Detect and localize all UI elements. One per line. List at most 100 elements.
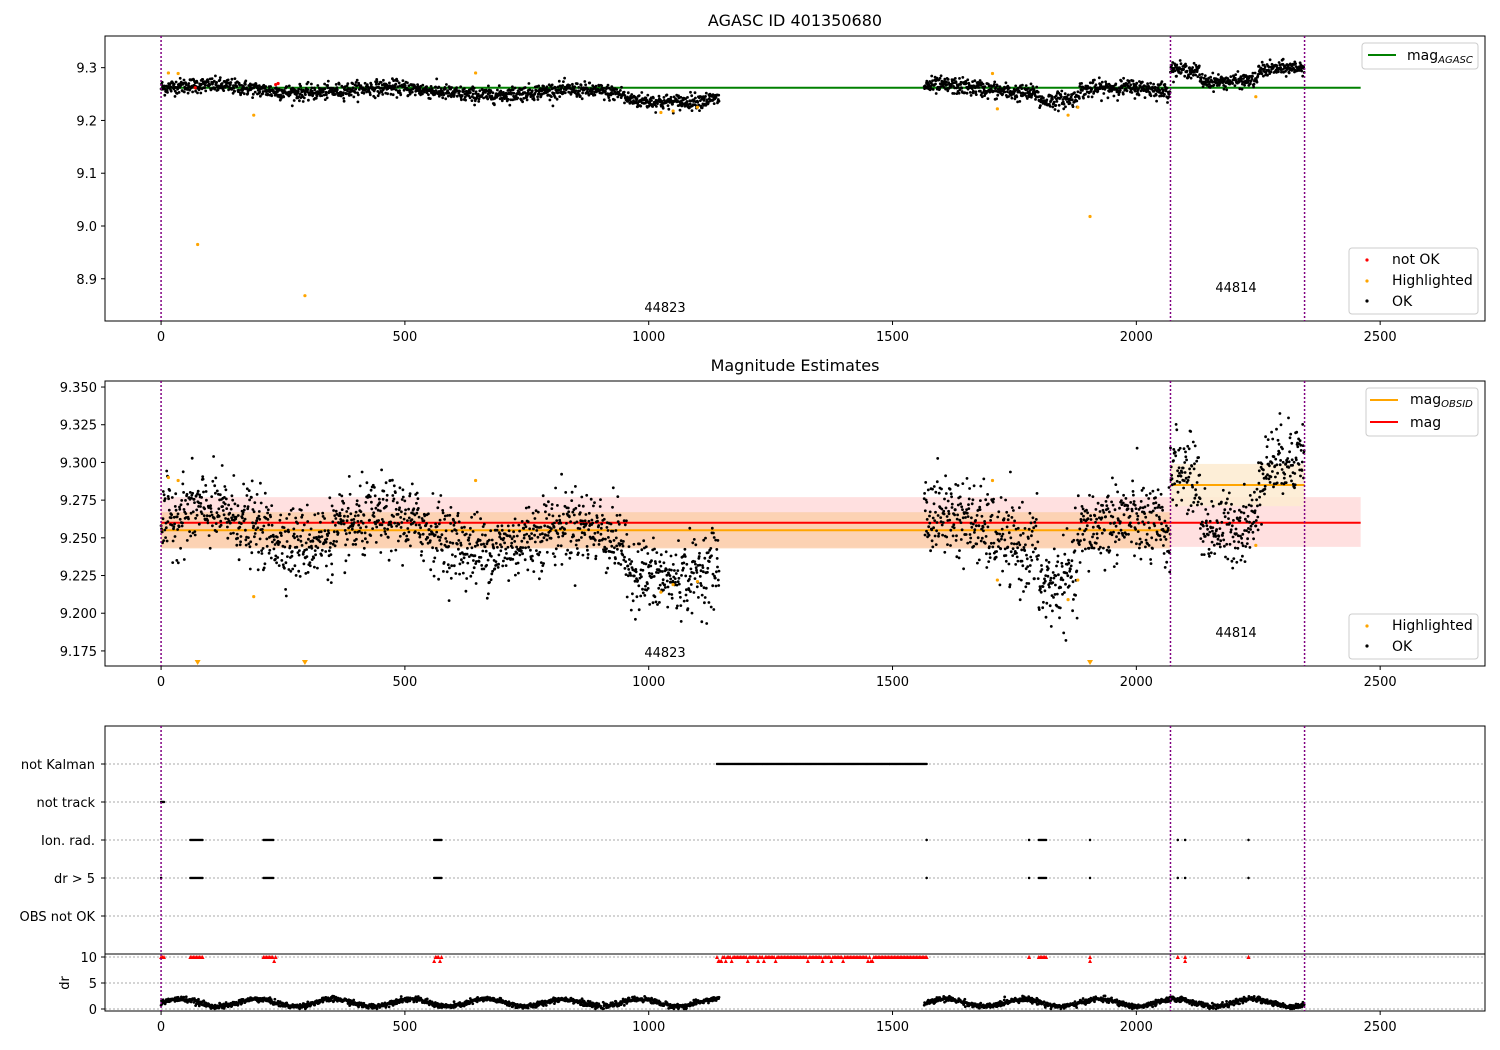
ok-point xyxy=(171,561,175,564)
ok-point xyxy=(1009,550,1013,554)
ok-point xyxy=(599,498,602,501)
ok-point xyxy=(1118,88,1122,92)
ok-point xyxy=(1075,569,1079,573)
ok-point xyxy=(1261,472,1265,476)
ok-point xyxy=(381,497,385,501)
ok-point xyxy=(964,516,967,519)
ok-point xyxy=(1079,520,1083,523)
ok-point xyxy=(564,491,568,494)
ok-point xyxy=(969,536,973,540)
ok-point xyxy=(1009,470,1012,474)
ok-point xyxy=(615,88,619,91)
ok-point xyxy=(482,542,485,546)
ok-point xyxy=(474,90,478,94)
ok-point xyxy=(1051,105,1055,109)
ok-point xyxy=(1182,486,1185,490)
ok-point xyxy=(507,529,511,533)
ok-point xyxy=(631,599,635,603)
ok-point xyxy=(604,89,607,93)
ok-point xyxy=(1173,482,1176,486)
ok-point xyxy=(288,544,292,548)
ok-point xyxy=(1057,103,1061,107)
ok-point xyxy=(512,553,516,556)
ok-point xyxy=(1167,95,1171,99)
ok-point xyxy=(239,535,243,538)
ok-point xyxy=(941,533,944,537)
ok-point xyxy=(376,94,380,98)
ok-point xyxy=(676,604,679,608)
ok-point xyxy=(692,571,695,575)
ok-point xyxy=(1231,535,1235,539)
ok-point xyxy=(1195,459,1199,463)
ok-point xyxy=(649,564,653,568)
ok-point xyxy=(379,81,383,84)
ok-point xyxy=(431,546,434,550)
ok-point xyxy=(961,508,964,511)
ok-point xyxy=(391,499,395,503)
ok-point xyxy=(712,102,716,105)
ok-point xyxy=(945,83,949,87)
ok-point xyxy=(639,594,643,598)
ok-point xyxy=(587,519,591,523)
ok-point xyxy=(307,545,311,549)
ok-point xyxy=(405,534,409,538)
ok-point xyxy=(481,525,485,528)
ok-point xyxy=(1165,86,1169,90)
ok-point xyxy=(361,521,365,525)
ok-point xyxy=(1084,547,1087,551)
ok-point xyxy=(1192,501,1196,504)
ok-point xyxy=(1244,545,1248,548)
ok-point xyxy=(678,591,682,594)
ok-point xyxy=(626,574,630,578)
ok-point xyxy=(977,86,981,89)
ok-point xyxy=(1081,532,1085,536)
ok-point xyxy=(258,90,262,94)
ok-point xyxy=(395,524,398,528)
ok-point xyxy=(1064,105,1067,109)
ok-point xyxy=(415,511,419,515)
ok-point xyxy=(627,568,631,571)
ok-point xyxy=(976,561,979,565)
ok-point xyxy=(529,548,532,552)
ok-point xyxy=(562,80,565,83)
ok-point xyxy=(332,530,336,534)
ok-point xyxy=(268,548,272,552)
ok-point xyxy=(1078,97,1081,100)
ok-point xyxy=(602,517,606,521)
ok-point xyxy=(1253,490,1256,494)
ok-point xyxy=(248,545,252,549)
ok-point xyxy=(247,489,251,492)
ok-point xyxy=(939,516,943,519)
ok-point xyxy=(265,544,269,548)
ok-point xyxy=(522,527,526,530)
ok-point xyxy=(1301,74,1305,78)
ok-point xyxy=(1118,506,1121,510)
ok-point xyxy=(437,500,441,504)
ok-point xyxy=(1194,488,1197,492)
ok-point xyxy=(524,506,528,510)
ok-point xyxy=(613,561,617,565)
ok-point xyxy=(161,490,165,493)
ok-point xyxy=(677,582,681,586)
ok-point xyxy=(469,526,472,530)
ok-point xyxy=(173,535,177,538)
ok-point xyxy=(586,548,589,552)
ok-point xyxy=(1206,527,1209,531)
ok-point xyxy=(968,533,972,536)
ok-point xyxy=(1070,98,1074,102)
ok-point xyxy=(957,91,961,95)
ok-point xyxy=(1174,454,1178,458)
ok-point xyxy=(346,515,350,518)
ok-point xyxy=(473,544,477,548)
ok-point xyxy=(1142,486,1145,490)
ok-point xyxy=(513,517,517,521)
ok-point xyxy=(1033,520,1037,524)
ok-point xyxy=(980,95,984,99)
ok-point xyxy=(237,88,241,92)
ok-point xyxy=(461,571,465,575)
ok-point xyxy=(1200,502,1203,506)
ok-point xyxy=(1201,540,1205,543)
ok-point xyxy=(1104,80,1107,84)
ok-point xyxy=(1260,523,1263,526)
ok-point xyxy=(700,106,704,110)
